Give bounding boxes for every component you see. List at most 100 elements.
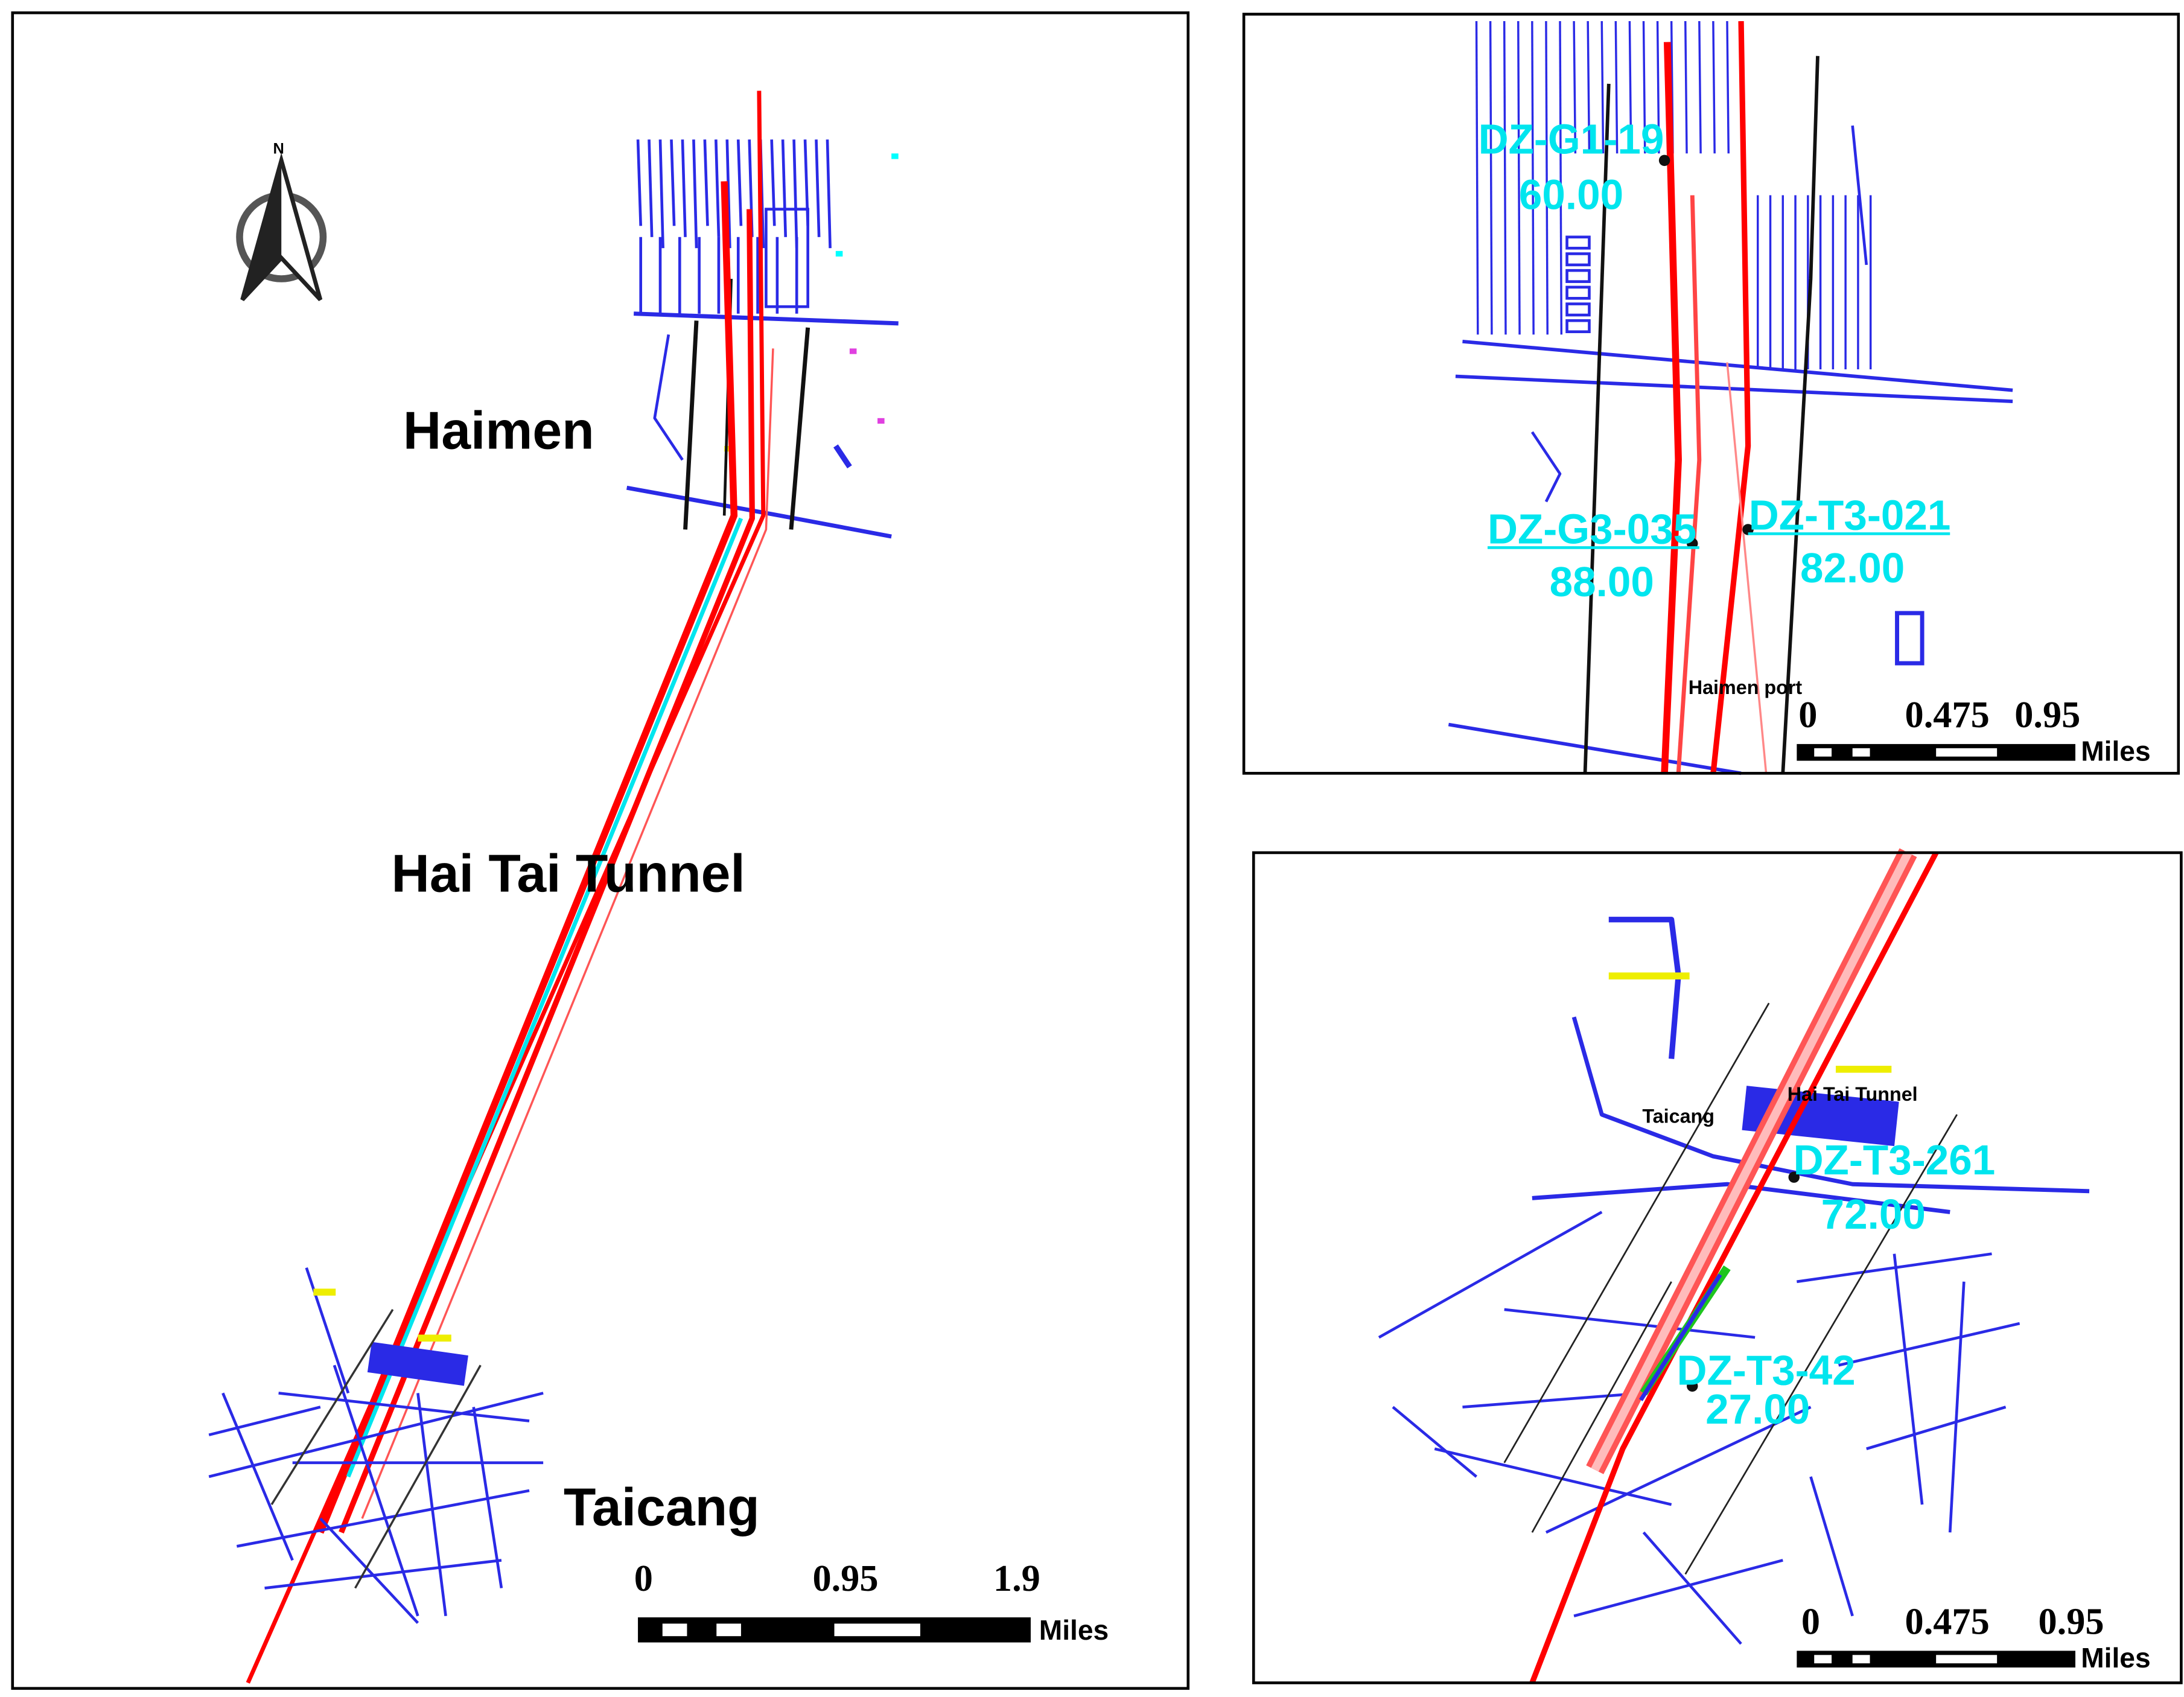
borehole-marker xyxy=(1658,154,1670,167)
alignment-line xyxy=(683,320,699,530)
alignment-line xyxy=(1781,56,1819,774)
river xyxy=(1608,917,1681,1059)
street xyxy=(715,139,721,237)
map-point xyxy=(418,1334,451,1342)
scale-bar-gap xyxy=(1852,1655,1870,1664)
street xyxy=(208,1392,544,1479)
road xyxy=(1462,340,2013,392)
building xyxy=(1565,252,1591,267)
street xyxy=(826,139,832,249)
street xyxy=(333,1364,419,1617)
tunnel-line xyxy=(1529,851,1939,1684)
street xyxy=(692,139,698,249)
borehole-marker xyxy=(1687,1380,1698,1392)
road xyxy=(1448,722,1742,775)
street xyxy=(1573,21,1577,154)
borehole-depth: 27.00 xyxy=(1705,1386,1810,1433)
building xyxy=(1565,285,1591,300)
map-point xyxy=(724,445,731,452)
borehole-marker xyxy=(1788,1171,1800,1183)
scale-bar-gap xyxy=(1936,748,1998,757)
borehole-depth: 72.00 xyxy=(1821,1191,1926,1238)
alignment-line xyxy=(1684,1114,1958,1575)
street xyxy=(1866,1406,2007,1450)
street xyxy=(1712,21,1716,154)
street xyxy=(1684,21,1688,154)
tunnel-line xyxy=(1726,362,1768,774)
tunnel-line xyxy=(317,181,738,1534)
scale-bar xyxy=(1797,743,2075,761)
street xyxy=(1545,1406,1812,1534)
scale-label: 0 xyxy=(1801,1601,1820,1643)
inset-taicang-frame xyxy=(1252,851,2183,1684)
tunnel-line xyxy=(1661,42,1682,774)
borehole-depth: 88.00 xyxy=(1550,558,1654,605)
street xyxy=(1531,21,1535,335)
borehole-id: DZ-T3-42 xyxy=(1676,1347,1855,1394)
scale-label: 0.95 xyxy=(2039,1601,2104,1643)
scale-label: 0.95 xyxy=(812,1558,878,1599)
building xyxy=(367,1342,468,1386)
place-label: Haimen port xyxy=(1689,677,1803,698)
borehole-depth: 60.00 xyxy=(1519,171,1623,218)
map-graphics xyxy=(208,21,2090,1684)
scale-label: 0.475 xyxy=(1905,1601,1990,1643)
street xyxy=(648,139,654,237)
street xyxy=(1948,1281,1966,1533)
borehole-id: DZ-T3-021 xyxy=(1749,491,1951,538)
street xyxy=(1504,1308,1756,1339)
street xyxy=(264,1559,502,1590)
street xyxy=(1642,21,1646,154)
street xyxy=(472,1407,503,1588)
street xyxy=(1726,21,1730,154)
north-label: N xyxy=(273,140,284,157)
main-map-frame xyxy=(11,11,1190,1690)
alignment-line xyxy=(1531,1281,1672,1533)
borehole-id: DZ-G3-035 xyxy=(1488,506,1696,553)
scale-bar-gap xyxy=(1936,1655,1998,1664)
street xyxy=(1698,21,1702,154)
scale-bar-gap xyxy=(716,1623,741,1637)
street xyxy=(1475,21,1479,335)
tunnel-line xyxy=(1676,195,1702,774)
building xyxy=(1565,235,1591,250)
north-arrow-shade xyxy=(242,160,282,300)
street xyxy=(1628,21,1632,154)
alignment-line xyxy=(270,1309,394,1505)
street xyxy=(815,139,821,237)
place-label: Haimen xyxy=(403,401,594,460)
street xyxy=(1462,1392,1644,1409)
street xyxy=(1503,21,1507,335)
street xyxy=(1545,21,1549,335)
street xyxy=(792,139,798,249)
street xyxy=(1893,1253,1924,1505)
place-label: Hai Tai Tunnel xyxy=(392,844,745,903)
scale-bar-gap xyxy=(1852,748,1870,757)
tunnel-line xyxy=(339,209,755,1533)
road xyxy=(833,444,852,469)
street xyxy=(208,1406,321,1436)
map-point xyxy=(835,250,843,257)
street xyxy=(1600,21,1605,154)
borehole-depth: 82.00 xyxy=(1800,544,1905,591)
place-label: Taicang xyxy=(1642,1106,1714,1127)
inset-haimen-frame xyxy=(1242,13,2180,775)
street xyxy=(416,1393,447,1617)
street xyxy=(1573,1559,1783,1617)
street xyxy=(278,1392,530,1422)
north-arrow: N xyxy=(236,140,327,301)
building xyxy=(1565,269,1591,283)
tunnel-line xyxy=(1638,1273,1722,1401)
street xyxy=(781,139,788,237)
borehole-id: DZ-G1-19 xyxy=(1479,115,1664,162)
scale-bar-gap xyxy=(662,1623,687,1637)
alignment-line xyxy=(1503,1002,1770,1463)
scale-bar-gap xyxy=(1814,748,1832,757)
street xyxy=(770,139,776,226)
street xyxy=(1809,1476,1854,1617)
place-label: Hai Tai Tunnel xyxy=(1788,1083,1918,1105)
scale-bar-gap xyxy=(834,1623,920,1637)
